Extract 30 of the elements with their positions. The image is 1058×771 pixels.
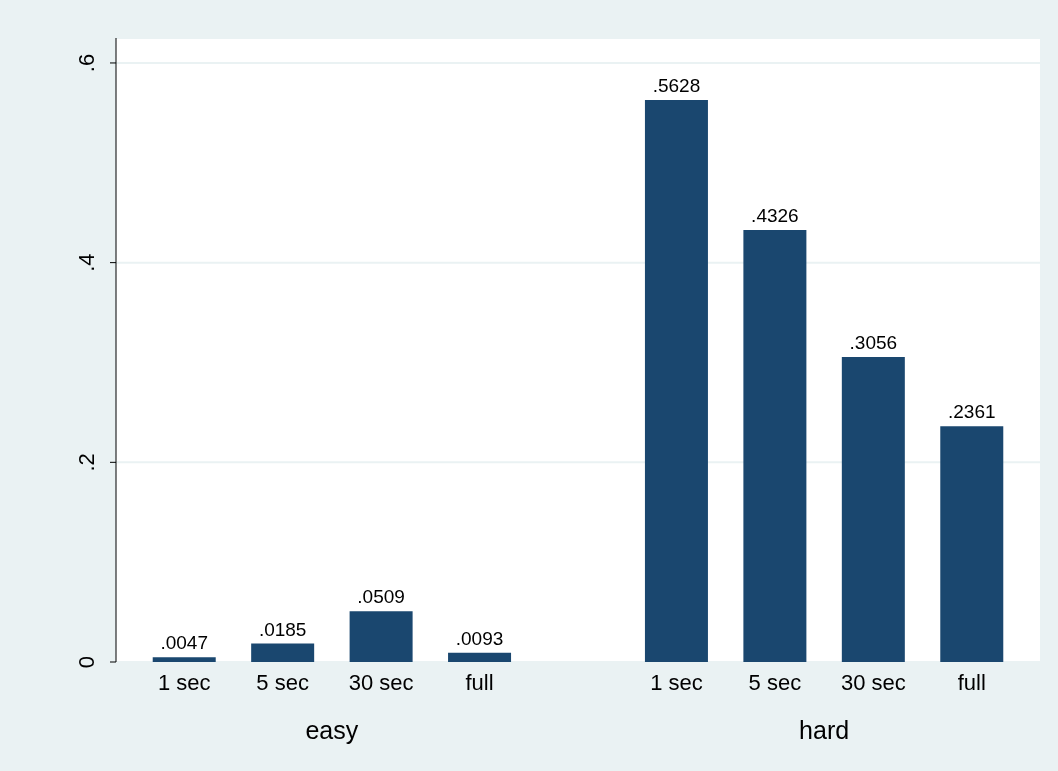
- x-tick-label: full: [465, 669, 494, 695]
- data-label: .0047: [160, 632, 208, 654]
- bar: [251, 643, 315, 662]
- bar: [152, 657, 216, 662]
- y-tick-label: 0: [74, 655, 99, 669]
- data-label: .2361: [948, 401, 996, 423]
- x-tick-label: full: [957, 669, 986, 695]
- data-label: .3056: [849, 331, 898, 353]
- x-tick-label: 5 sec: [256, 669, 309, 695]
- x-tick-label: 30 sec: [840, 669, 906, 695]
- data-label: .5628: [652, 75, 701, 97]
- data-label: .4326: [751, 205, 799, 227]
- x-tick-label: 5 sec: [748, 669, 802, 695]
- bar: [940, 426, 1004, 662]
- bar: [349, 611, 413, 662]
- y-tick-label: .6: [74, 53, 99, 73]
- data-label: .0185: [258, 618, 307, 640]
- x-tick-label: 1 sec: [650, 669, 703, 695]
- data-label: .0093: [455, 627, 504, 649]
- x-tick-label: 30 sec: [348, 669, 414, 695]
- data-label: .0509: [357, 586, 405, 608]
- bar: [644, 100, 708, 662]
- text: easy: [304, 716, 360, 745]
- x-tick-label: 1 sec: [157, 669, 211, 695]
- y-tick-label: .2: [74, 453, 99, 472]
- text: hard: [798, 716, 851, 745]
- bar: [841, 356, 905, 662]
- bar: [448, 652, 512, 662]
- y-tick-label: .4: [74, 253, 99, 272]
- bar: [743, 230, 807, 662]
